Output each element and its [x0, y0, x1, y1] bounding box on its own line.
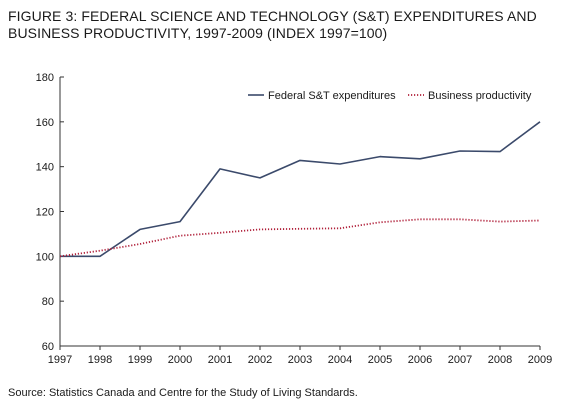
x-tick-label: 2003	[288, 354, 312, 366]
x-tick-label: 2009	[528, 354, 552, 366]
x-tick-label: 1999	[128, 354, 152, 366]
x-tick-label: 2006	[408, 354, 432, 366]
figure-title: FIGURE 3: FEDERAL SCIENCE AND TECHNOLOGY…	[8, 8, 537, 41]
y-tick-label: 100	[36, 251, 54, 263]
y-tick-label: 80	[42, 296, 54, 308]
x-tick-label: 2007	[448, 354, 472, 366]
y-tick-label: 180	[36, 72, 54, 84]
legend-item-business-productivity: Business productivity	[408, 90, 532, 102]
legend-label: Federal S&T expenditures	[268, 90, 396, 102]
y-tick-label: 120	[36, 207, 54, 219]
series-layer	[59, 121, 541, 258]
x-tick-label: 2004	[328, 354, 352, 366]
x-tick-label: 1998	[88, 354, 112, 366]
x-tick-label: 2000	[168, 354, 192, 366]
x-tick-label: 2005	[368, 354, 392, 366]
x-tick-label: 2002	[248, 354, 272, 366]
y-tick-label: 160	[36, 117, 54, 129]
series-line-business-productivity	[59, 218, 541, 258]
legend-label: Business productivity	[428, 90, 532, 102]
x-tick-label: 2008	[488, 354, 512, 366]
source-note: Source: Statistics Canada and Centre for…	[8, 387, 358, 399]
axes: 60 80 100 120 140 160 180 1997 1998 1999 2000 2001 2…	[36, 72, 553, 366]
x-tick-label: 2001	[208, 354, 232, 366]
legend-item-federal-st-expenditures: Federal S&T expenditures	[248, 90, 396, 102]
y-tick-label: 140	[36, 162, 54, 174]
y-tick-label: 60	[42, 341, 54, 353]
x-tick-label: 1997	[48, 354, 72, 366]
series-line-federal-st-expenditures	[60, 121, 541, 258]
legend: Federal S&T expenditures Business product…	[248, 90, 532, 102]
